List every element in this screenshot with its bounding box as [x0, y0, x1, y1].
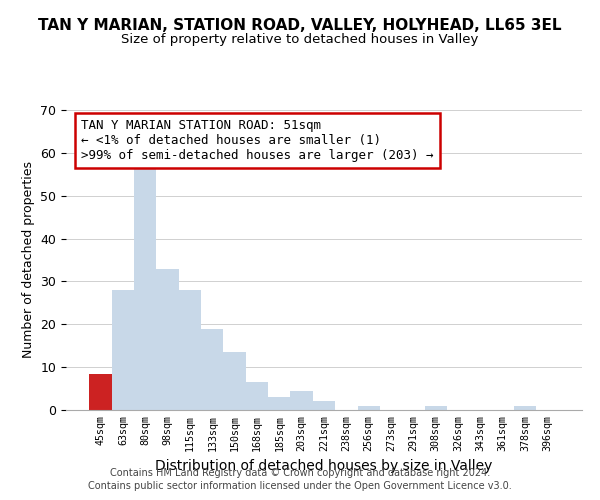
Bar: [223, 352, 246, 410]
Text: TAN Y MARIAN STATION ROAD: 51sqm
← <1% of detached houses are smaller (1)
>99% o: TAN Y MARIAN STATION ROAD: 51sqm ← <1% o…: [82, 119, 434, 162]
X-axis label: Distribution of detached houses by size in Valley: Distribution of detached houses by size …: [155, 459, 493, 473]
Bar: [89, 374, 112, 410]
Bar: [201, 328, 223, 410]
Bar: [425, 406, 447, 410]
Text: Contains HM Land Registry data © Crown copyright and database right 2024.: Contains HM Land Registry data © Crown c…: [110, 468, 490, 477]
Bar: [112, 290, 134, 410]
Bar: [313, 402, 335, 410]
Bar: [179, 290, 201, 410]
Text: Contains public sector information licensed under the Open Government Licence v3: Contains public sector information licen…: [88, 481, 512, 491]
Bar: [358, 406, 380, 410]
Bar: [134, 166, 157, 410]
Text: Size of property relative to detached houses in Valley: Size of property relative to detached ho…: [121, 32, 479, 46]
Bar: [514, 406, 536, 410]
Bar: [157, 268, 179, 410]
Bar: [246, 382, 268, 410]
Bar: [268, 397, 290, 410]
Y-axis label: Number of detached properties: Number of detached properties: [22, 162, 35, 358]
Text: TAN Y MARIAN, STATION ROAD, VALLEY, HOLYHEAD, LL65 3EL: TAN Y MARIAN, STATION ROAD, VALLEY, HOLY…: [38, 18, 562, 32]
Bar: [290, 390, 313, 410]
